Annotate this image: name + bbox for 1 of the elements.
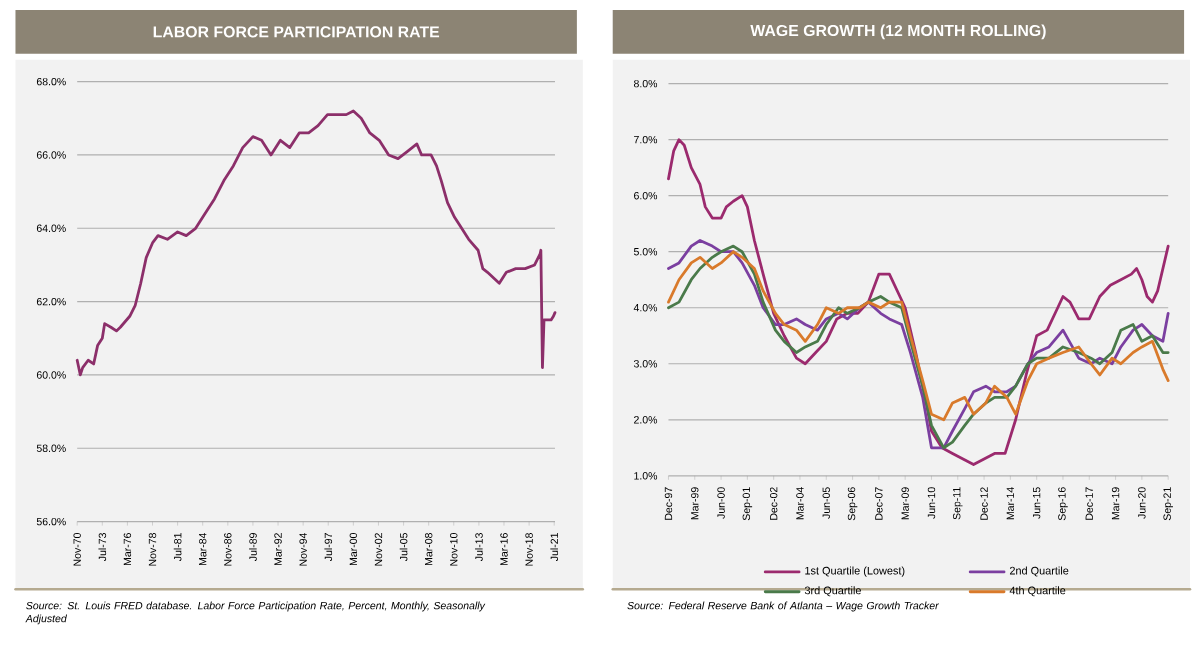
line-series	[667, 250, 1170, 422]
